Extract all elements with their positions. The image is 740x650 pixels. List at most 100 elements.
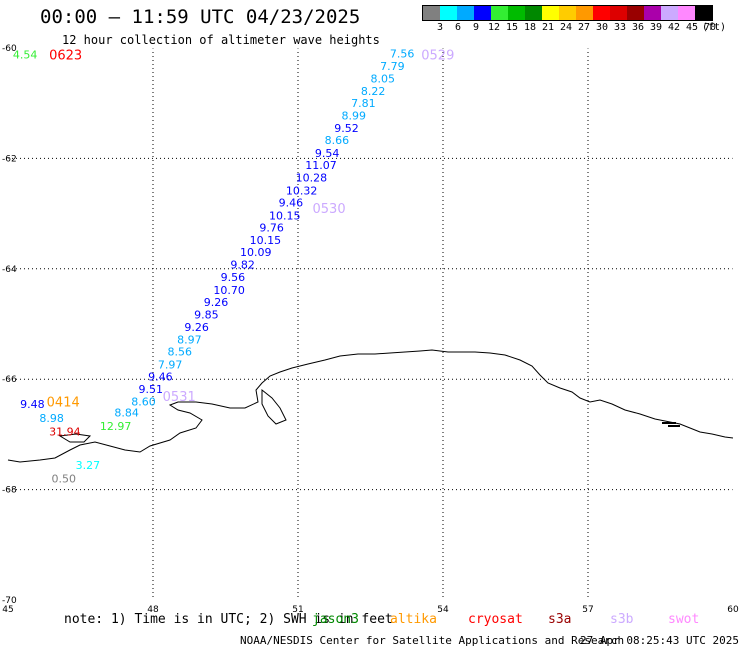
- wave-height-value: 9.26: [204, 296, 229, 309]
- legend-swatch: [474, 6, 491, 20]
- wave-height-value: 7.56: [390, 48, 415, 61]
- legend-label: 70: [703, 22, 717, 33]
- legend-swatch: [678, 6, 695, 20]
- pass-time-label: 0529: [421, 49, 454, 64]
- pass-time-label: 0414: [47, 395, 80, 410]
- lon-tick-label: 57: [582, 605, 593, 615]
- satellite-name-s3b: s3b: [610, 612, 634, 627]
- legend-label: 12: [487, 22, 501, 33]
- ice-shelf-mark: [662, 422, 680, 427]
- legend-label: 36: [631, 22, 645, 33]
- wave-height-value: 0.50: [52, 473, 77, 486]
- wave-height-value: 7.81: [351, 97, 376, 110]
- legend-label: 18: [523, 22, 537, 33]
- legend-label: 3: [436, 22, 444, 33]
- wave-height-value: 10.32: [286, 184, 318, 197]
- satellite-name-s3a: s3a: [548, 612, 572, 627]
- legend-swatch: [593, 6, 610, 20]
- legend-label: 42: [667, 22, 681, 33]
- wave-height-value: 9.76: [259, 221, 284, 234]
- lon-tick-label: 51: [292, 605, 303, 615]
- lat-tick-label: -60: [2, 44, 17, 54]
- wave-height-value: 9.56: [221, 271, 246, 284]
- satellite-name-cryosat: cryosat: [468, 612, 523, 627]
- wave-height-value: 8.97: [177, 333, 202, 346]
- legend-label: 21: [541, 22, 555, 33]
- wave-height-value: 11.07: [305, 159, 337, 172]
- pass-time-label: 0623: [49, 49, 82, 64]
- lon-tick-label: 48: [147, 605, 159, 615]
- wave-height-value: 8.99: [342, 109, 367, 122]
- wave-height-value: 9.54: [315, 147, 340, 160]
- wave-height-value: 10.15: [250, 234, 282, 247]
- legend-swatch: [440, 6, 457, 20]
- inlet-path: [261, 388, 287, 425]
- map-grid: [7, 47, 734, 601]
- map-subtitle: 12 hour collection of altimeter wave hei…: [62, 33, 380, 47]
- legend-label: 27: [577, 22, 591, 33]
- wave-height-value: 9.48: [20, 398, 45, 411]
- lon-tick-label: 45: [2, 605, 13, 615]
- lat-tick-label: -66: [2, 375, 17, 385]
- wave-height-value: 8.22: [361, 85, 386, 98]
- legend-swatch: [525, 6, 542, 20]
- legend-label: 9: [472, 22, 480, 33]
- wave-height-value: 8.66: [325, 134, 350, 147]
- lat-tick-label: -62: [2, 154, 17, 164]
- wave-height-value: 10.70: [213, 284, 245, 297]
- legend-label: (ft): [701, 22, 727, 33]
- axis-tick-labels: 45 48 51 54 57 60 -60 -62 -64 -66 -68 -70: [2, 44, 739, 615]
- legend-swatch: [627, 6, 644, 20]
- legend-label: 39: [649, 22, 663, 33]
- antarctic-coastline: [7, 349, 734, 463]
- wave-height-value: 9.85: [194, 309, 219, 322]
- legend-swatch: [491, 6, 508, 20]
- wave-height-value: 9.26: [184, 321, 209, 334]
- legend-label: 45: [685, 22, 699, 33]
- wave-height-value: 9.51: [139, 383, 164, 396]
- wave-height-value: 4.54: [13, 49, 38, 62]
- wave-height-value: 8.84: [114, 406, 139, 419]
- legend-label: 30: [595, 22, 609, 33]
- wave-height-value: 12.97: [100, 420, 132, 433]
- wave-height-value: 10.15: [269, 209, 301, 222]
- wave-height-value: 9.46: [279, 197, 304, 210]
- map-title: 00:00 – 11:59 UTC 04/23/2025: [40, 6, 361, 28]
- pass-time-label: 0531: [163, 390, 196, 405]
- legend-swatch: [695, 6, 712, 20]
- wave-height-value: 8.56: [168, 346, 193, 359]
- legend-swatch: [423, 6, 440, 20]
- legend-label: 33: [613, 22, 627, 33]
- legend-swatch: [644, 6, 661, 20]
- coastline-island-path: [58, 433, 92, 443]
- satellite-name-altika: altika: [390, 612, 437, 627]
- footer-note: note: 1) Time is in UTC; 2) SWH is in fe…: [64, 612, 393, 627]
- legend-swatch: [576, 6, 593, 20]
- lon-tick-label: 54: [437, 605, 449, 615]
- wave-height-value: 7.79: [380, 60, 405, 73]
- map-border: [7, 47, 734, 601]
- satellite-name-jason3: jason3: [312, 612, 359, 627]
- wave-height-value: 31.94: [49, 426, 80, 439]
- legend-swatch: [661, 6, 678, 20]
- legend-label: 15: [505, 22, 519, 33]
- wave-height-value: 8.60: [131, 395, 156, 408]
- legend-swatch: [457, 6, 474, 20]
- wave-height-value: 9.46: [148, 370, 173, 383]
- lat-tick-label: -64: [2, 265, 17, 275]
- legend-swatch: [559, 6, 576, 20]
- coastline-path: [7, 349, 734, 463]
- wave-height-value: 3.27: [76, 459, 101, 472]
- wave-height-value: 8.05: [371, 72, 396, 85]
- lon-tick-label: 60: [727, 605, 739, 615]
- legend-swatch: [610, 6, 627, 20]
- satellite-name-swot: swot: [668, 612, 700, 627]
- lat-tick-label: -70: [2, 596, 17, 606]
- legend-label: 6: [454, 22, 462, 33]
- lat-tick-label: -68: [2, 486, 17, 496]
- wave-height-value: 10.28: [296, 172, 328, 185]
- wave-height-value: 10.09: [240, 246, 272, 259]
- footer-credit: NOAA/NESDIS Center for Satellite Applica…: [240, 634, 625, 647]
- legend-swatch: [542, 6, 559, 20]
